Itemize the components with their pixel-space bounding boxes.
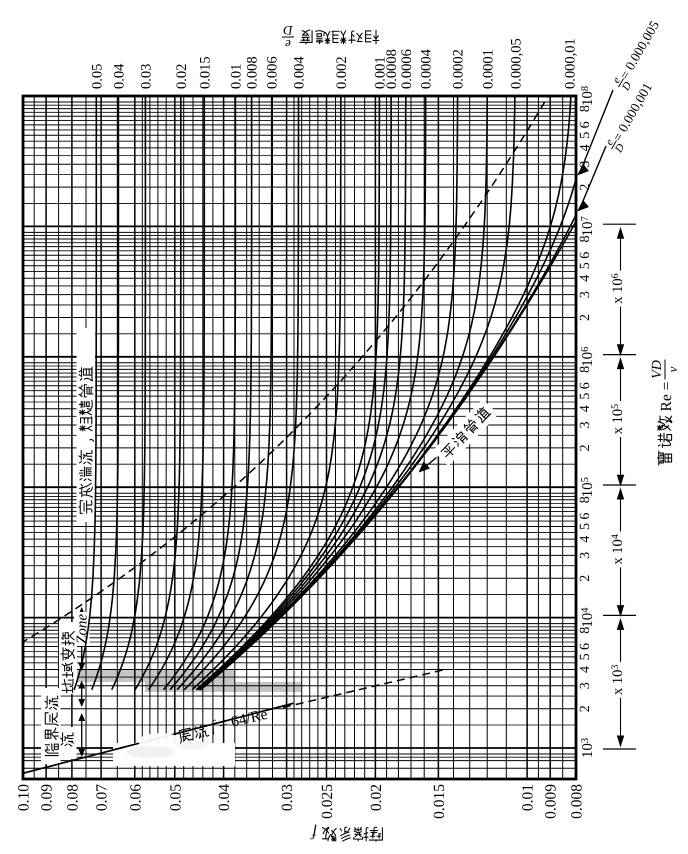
svg-text:x 104: x 104 [610, 534, 626, 564]
svg-text:4: 4 [578, 536, 593, 543]
svg-text:e: e [285, 37, 291, 52]
svg-text:0.0008: 0.0008 [384, 49, 400, 89]
svg-text:5: 5 [578, 523, 593, 530]
svg-text:2: 2 [578, 184, 593, 191]
svg-text:0.04: 0.04 [216, 784, 233, 811]
svg-text:3: 3 [578, 161, 593, 168]
svg-text:6: 6 [578, 513, 593, 520]
svg-text:0.015: 0.015 [431, 784, 448, 819]
svg-text:0.03: 0.03 [279, 784, 296, 811]
svg-text:0.001: 0.001 [372, 56, 388, 89]
svg-text:0.008: 0.008 [245, 56, 261, 89]
svg-text:VD: VD [650, 360, 665, 379]
svg-text:5: 5 [578, 132, 593, 139]
svg-text:0.05: 0.05 [167, 784, 184, 811]
svg-text:0.09: 0.09 [39, 784, 56, 811]
svg-text:8: 8 [578, 496, 593, 503]
svg-text:6: 6 [578, 121, 593, 128]
svg-text:0.009: 0.009 [543, 784, 560, 819]
svg-text:0.000,05: 0.000,05 [509, 38, 525, 89]
svg-text:6: 6 [578, 252, 593, 259]
svg-text:6: 6 [578, 643, 593, 650]
svg-text:Zone: Zone [75, 614, 91, 644]
svg-text:x 103: x 103 [610, 665, 626, 695]
svg-text:4: 4 [578, 666, 593, 673]
svg-text:0.006: 0.006 [265, 56, 281, 89]
svg-text:0.02: 0.02 [368, 784, 385, 811]
svg-text:f: f [310, 824, 317, 841]
svg-text:x 106: x 106 [610, 273, 626, 303]
svg-text:0.02: 0.02 [174, 64, 190, 89]
svg-text:6: 6 [578, 382, 593, 389]
svg-text:0.008: 0.008 [569, 784, 586, 819]
svg-text:0.06: 0.06 [127, 784, 144, 811]
svg-text:4: 4 [578, 405, 593, 412]
svg-text:0.0004: 0.0004 [419, 48, 435, 89]
svg-text:4: 4 [578, 275, 593, 282]
svg-text:Re =: Re = [658, 382, 675, 412]
svg-text:5: 5 [578, 653, 593, 660]
svg-text:0.002: 0.002 [334, 56, 350, 89]
svg-text:0.015: 0.015 [197, 56, 213, 89]
svg-text:8: 8 [578, 105, 593, 112]
svg-text:0.0002: 0.0002 [451, 49, 467, 89]
svg-text:e: e [603, 137, 616, 147]
svg-text:0.0001: 0.0001 [481, 49, 497, 89]
svg-text:0.05: 0.05 [89, 64, 105, 89]
svg-text:D: D [283, 23, 294, 38]
svg-text:0.01: 0.01 [228, 64, 244, 89]
svg-text:x 105: x 105 [610, 404, 626, 434]
svg-text:2: 2 [578, 705, 593, 712]
svg-text:0.08: 0.08 [64, 784, 81, 811]
svg-text:4: 4 [578, 144, 593, 151]
svg-text:5: 5 [578, 262, 593, 269]
svg-text:0.01: 0.01 [520, 784, 537, 811]
svg-text:5: 5 [578, 393, 593, 400]
svg-text:e: e [610, 75, 623, 85]
svg-text:0.03: 0.03 [138, 64, 154, 89]
svg-text:v: v [665, 366, 680, 372]
svg-text:3: 3 [578, 422, 593, 429]
svg-text:3: 3 [578, 291, 593, 298]
svg-text:8: 8 [578, 366, 593, 373]
svg-text:0.025: 0.025 [319, 784, 336, 819]
svg-text:0.10: 0.10 [16, 784, 33, 811]
svg-text:2: 2 [578, 314, 593, 321]
svg-text:0.000,01: 0.000,01 [562, 38, 578, 89]
svg-text:3: 3 [578, 552, 593, 559]
svg-text:2: 2 [578, 444, 593, 451]
svg-text:3: 3 [578, 682, 593, 689]
svg-text:2: 2 [578, 575, 593, 582]
svg-text:0.04: 0.04 [111, 63, 127, 89]
svg-text:0.004: 0.004 [292, 56, 308, 89]
svg-text:0.0006: 0.0006 [399, 49, 415, 89]
svg-text:8: 8 [578, 627, 593, 634]
svg-text:8: 8 [578, 236, 593, 243]
svg-text:0.07: 0.07 [94, 784, 111, 811]
